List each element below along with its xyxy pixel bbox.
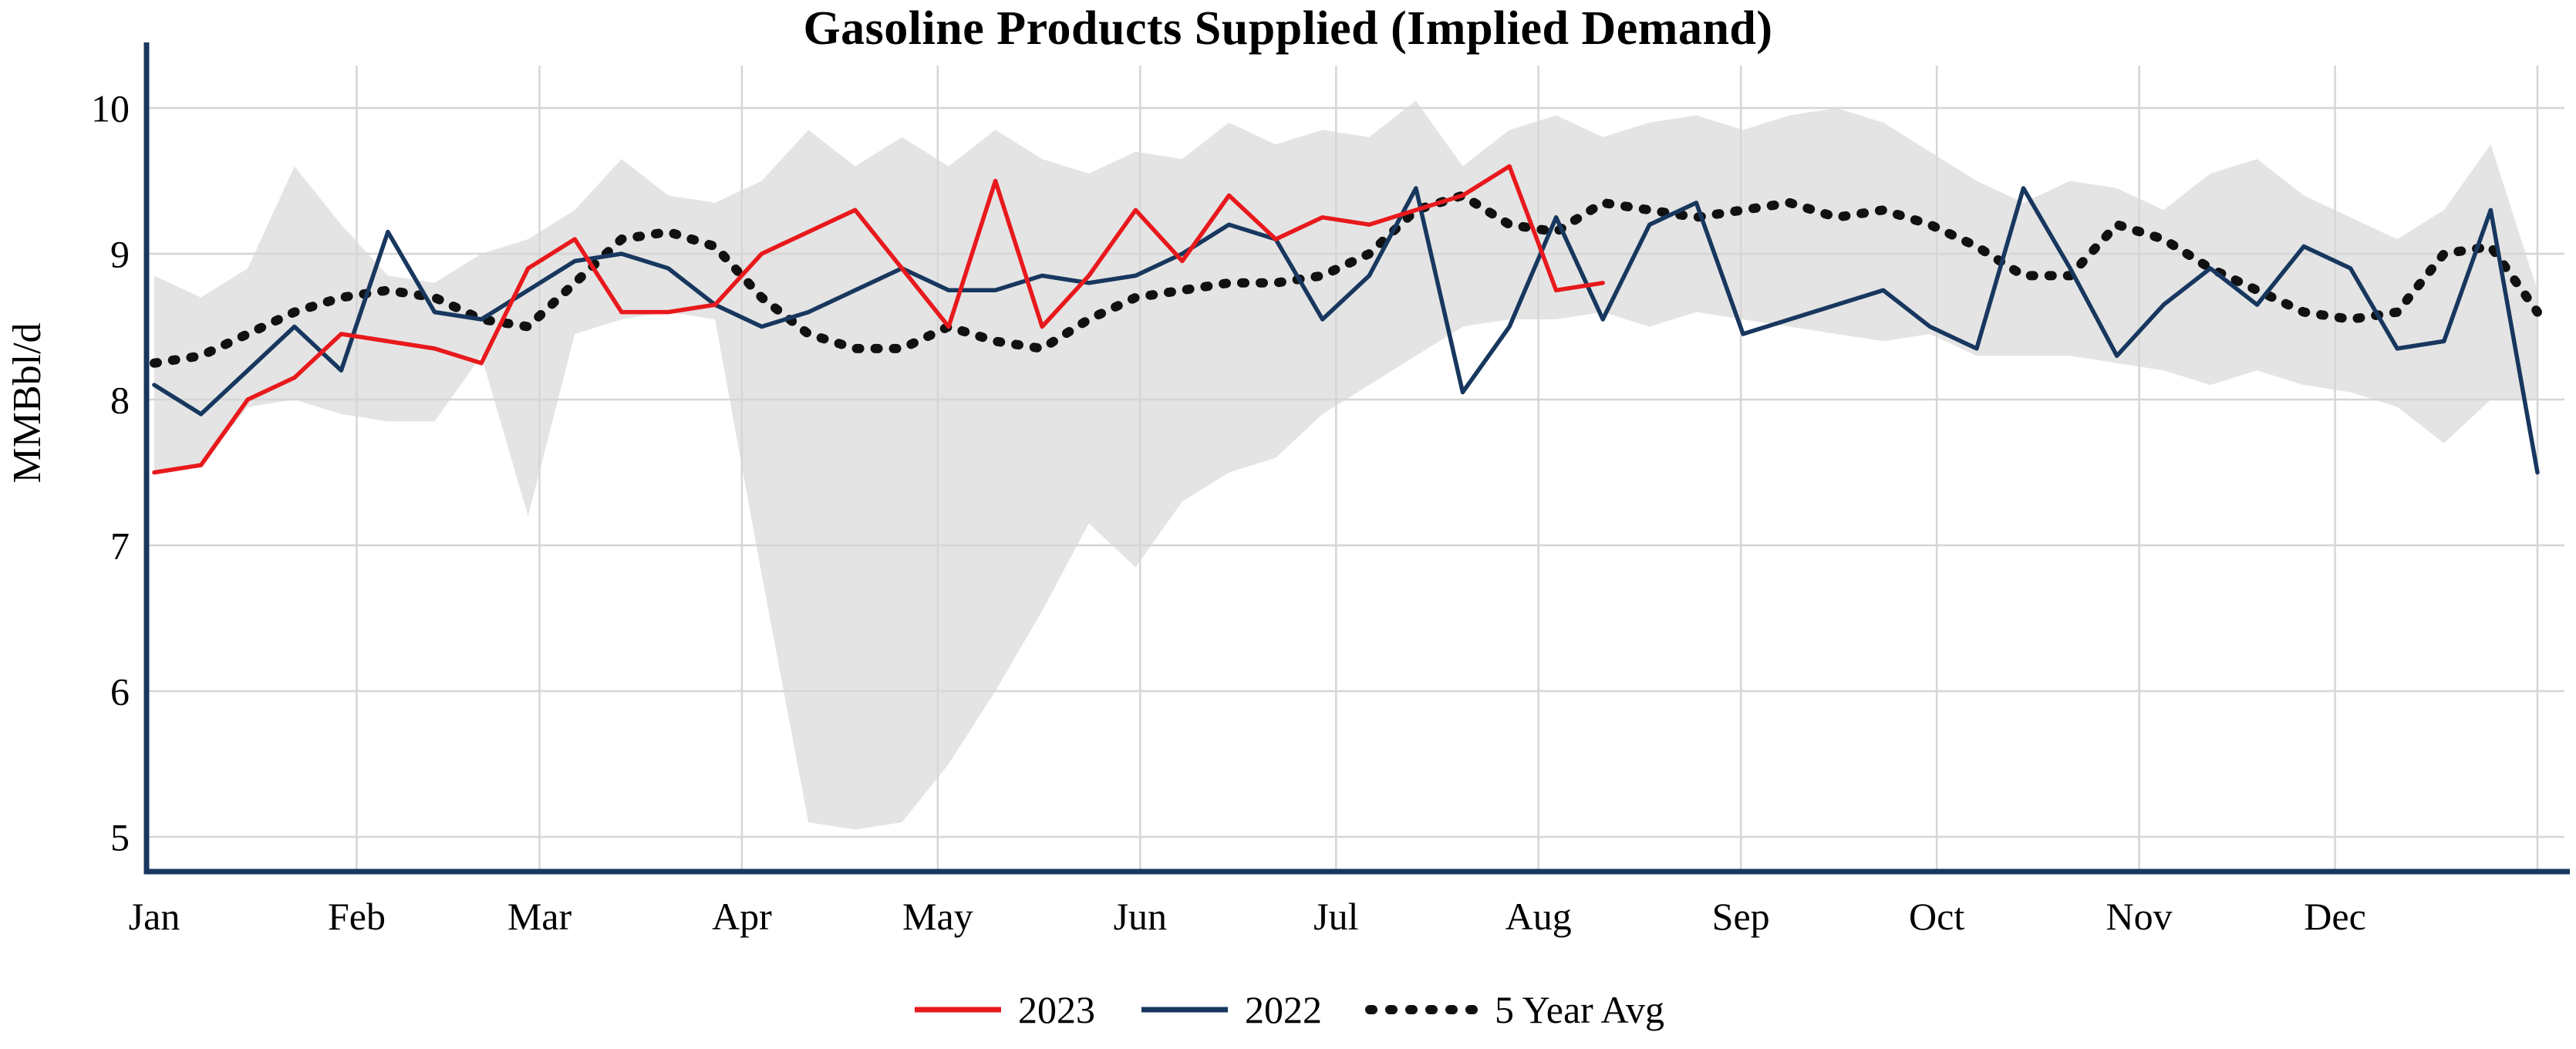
five-year-avg-line [150, 191, 2542, 368]
five-year-range-band [154, 100, 2537, 830]
y-tick-label: 5 [110, 816, 130, 859]
x-tick-label: Jan [129, 895, 180, 938]
legend-label-2023: 2023 [1018, 988, 1096, 1031]
x-tick-label: Aug [1505, 895, 1572, 938]
x-tick-label: Oct [1909, 895, 1964, 938]
y-tick-label: 8 [110, 379, 130, 422]
x-tick-label: Jul [1313, 895, 1358, 938]
x-tick-label: Dec [2304, 895, 2366, 938]
y-tick-label: 10 [91, 87, 130, 130]
y-tick-label: 6 [110, 670, 130, 713]
x-tick-label: Jun [1114, 895, 1167, 938]
legend-label-2022: 2022 [1245, 988, 1323, 1031]
legend-item-2023: 2023 [912, 987, 1095, 1032]
y-tick-label: 9 [110, 233, 130, 276]
y-axis-title: MMBbl/d [5, 322, 49, 483]
series-2023-line [152, 164, 1605, 475]
legend-label-5yr-avg: 5 Year Avg [1495, 988, 1664, 1031]
y-tick-label: 7 [110, 524, 130, 568]
legend-swatch-2022 [1141, 1007, 1229, 1013]
x-tick-label: Sep [1712, 895, 1770, 938]
legend-swatch-2023 [915, 1007, 1002, 1013]
legend: 2023 2022 5 Year Avg [0, 987, 2576, 1032]
x-tick-label: May [902, 895, 973, 938]
x-tick-label: Apr [712, 895, 772, 938]
series-2022-line [152, 186, 2540, 475]
x-tick-label: Mar [507, 895, 572, 938]
x-tick-label: Feb [328, 895, 386, 938]
legend-swatch-5yr-avg [1365, 1005, 1482, 1014]
x-tick-label: Nov [2106, 895, 2173, 938]
chart-title: Gasoline Products Supplied (Implied Dema… [803, 2, 1773, 55]
legend-item-2022: 2022 [1138, 987, 1322, 1032]
legend-item-5yr-avg: 5 Year Avg [1365, 987, 1664, 1032]
